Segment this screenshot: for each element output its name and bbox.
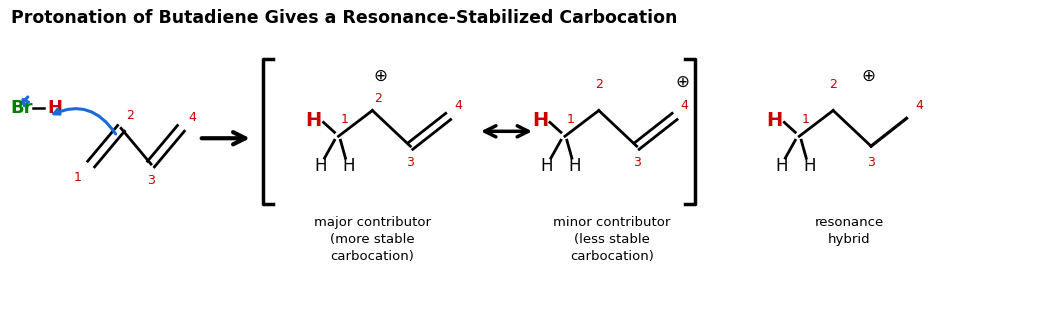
Text: minor contributor
(less stable
carbocation): minor contributor (less stable carbocati… [553,216,670,263]
Text: H: H [315,157,327,175]
Text: 3: 3 [632,156,641,169]
Text: 3: 3 [147,174,155,187]
Text: 3: 3 [406,156,415,169]
Text: 1: 1 [567,113,575,126]
Text: resonance
hybrid: resonance hybrid [815,216,884,246]
Text: major contributor
(more stable
carbocation): major contributor (more stable carbocati… [314,216,431,263]
Text: H: H [569,157,581,175]
Text: 2: 2 [126,110,134,122]
Text: Protonation of Butadiene Gives a Resonance-Stabilized Carbocation: Protonation of Butadiene Gives a Resonan… [11,9,677,27]
Text: 4: 4 [680,99,689,113]
Text: H: H [803,157,816,175]
Text: H: H [342,157,354,175]
Text: ⊕: ⊕ [373,67,388,85]
Text: 4: 4 [454,99,462,113]
Text: H: H [48,99,63,118]
Text: H: H [541,157,553,175]
Text: 1: 1 [341,113,348,126]
Text: ⊕: ⊕ [675,73,690,91]
Text: 4: 4 [188,111,196,124]
Text: 3: 3 [867,156,875,169]
Text: ⊕: ⊕ [861,67,875,85]
Text: H: H [531,111,548,130]
Text: 4: 4 [915,99,923,113]
Text: 1: 1 [801,113,810,126]
Text: H: H [766,111,783,130]
Text: H: H [775,157,788,175]
Text: H: H [305,111,322,130]
Text: 2: 2 [595,78,602,91]
Text: 1: 1 [73,171,81,184]
Text: Br: Br [10,99,32,118]
Text: 2: 2 [374,91,382,104]
Text: 2: 2 [829,78,837,91]
